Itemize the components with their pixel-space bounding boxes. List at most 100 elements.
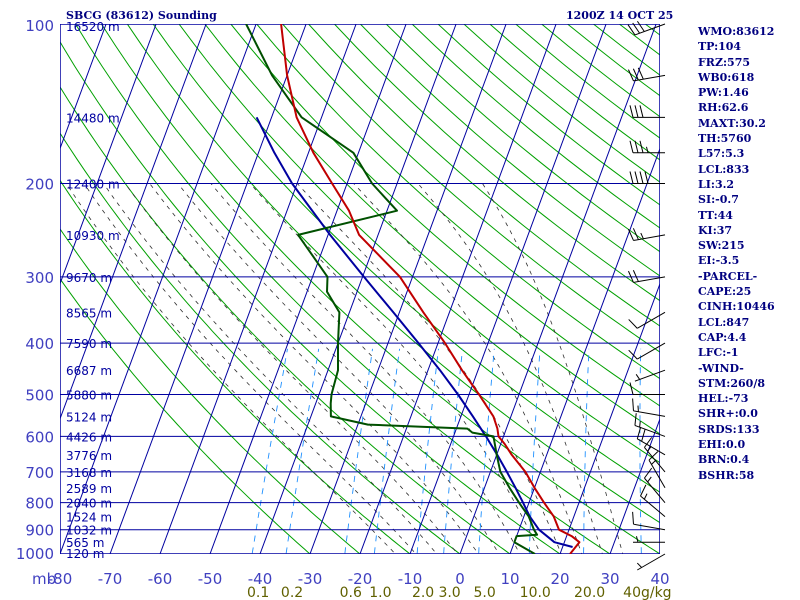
sounding-parameter: CAP:4.4 [698,330,747,344]
wind-barb [627,270,666,283]
wind-barb [644,467,666,503]
sounding-parameter: -WIND- [698,361,744,375]
wind-barb [629,140,665,154]
height-label: 7590 m [66,337,112,351]
wind-barb [636,426,666,456]
pressure-tick-label: 700 [25,464,54,482]
sounding-parameter: WMO:83612 [698,25,775,38]
moist-adiabat [103,183,438,554]
sounding-title: SBCG (83612) Sounding [66,9,217,22]
sounding-parameter: KI:37 [698,223,733,237]
wind-barb [629,105,665,118]
isotherm-line [609,417,660,554]
isotherm-line [559,282,660,554]
mixing-ratio-label: 0.1 [247,585,269,600]
sounding-parameter: LI:3.2 [698,177,735,191]
height-label: 9670 m [66,271,112,285]
sounding-parameter: EHI:0.0 [698,438,746,452]
moist-adiabat [124,183,458,554]
height-label: 2040 m [66,497,112,511]
temperature-tick-label: 20 [550,570,569,588]
dry-adiabat [60,227,361,554]
mixing-ratio-label: 10.0 [520,585,551,600]
pressure-tick-label: 500 [25,386,54,404]
sounding-parameter: TT:44 [698,208,733,222]
temperature-tick-label: -30 [298,570,323,588]
dry-adiabat [334,24,660,302]
plot-frame [60,24,660,554]
moist-adiabat [177,183,500,554]
isotherm-line [159,24,357,554]
temperature-tick-label: 0 [455,570,465,588]
height-label: 120 m [66,547,104,561]
pressure-tick-label: 900 [25,522,54,540]
wind-barb [628,342,666,360]
moist-adiabat [83,183,417,554]
height-label: 5124 m [66,410,112,424]
mixing-ratio-label: 0.2 [281,585,303,600]
temperature-tick-label: -50 [198,570,223,588]
dry-adiabat [282,24,660,353]
temperature-tick-label: -40 [248,570,273,588]
sounding-parameter: TH:5760 [698,132,752,146]
sounding-parameter: FRZ:575 [698,55,751,69]
sounding-parameter: L57:5.3 [698,147,745,161]
dry-adiabat [204,24,660,435]
height-label: 3168 m [66,466,112,480]
mixing-ratio-label: 20.0 [574,585,605,600]
dry-adiabat [126,24,660,524]
moist-adiabat [297,183,562,554]
wind-barb [627,228,666,241]
sounding-parameter: BRN:0.4 [698,453,750,467]
wind-barb [632,398,666,417]
adiabat-lines [60,24,660,554]
mixing-ratio-line [583,348,590,554]
parcel-trace [255,116,573,548]
height-label: 2589 m [66,482,112,496]
pressure-tick-label: 600 [25,428,54,446]
grid-lines [60,24,660,554]
sounding-parameter: PW:1.46 [698,86,749,100]
sounding-parameter: EI:-3.5 [698,254,740,268]
mixing-ratio-line [416,348,439,554]
dry-adiabat [359,24,660,277]
sounding-parameter: LCL:833 [698,162,750,176]
moist-adiabat [210,183,521,554]
sounding-parameter: CINH:10446 [698,300,775,314]
height-label: 6687 m [66,364,112,378]
isotherm-line [409,24,607,554]
sounding-parameter: CAPE:25 [698,285,752,299]
mixing-ratio-line [639,348,642,554]
wind-barb [629,382,665,395]
mixing-ratio-line [443,348,464,554]
pressure-tick-label: 100 [25,17,54,35]
temperature-tick-label: -20 [348,570,373,588]
sounding-parameter: SI:-0.7 [698,193,739,207]
sounding-parameter: LCL:847 [698,315,750,329]
moist-adiabat [482,183,624,554]
wind-barb [634,369,666,382]
isotherm-line [60,24,257,554]
temperature-tick-label: 10 [500,570,519,588]
wind-barb [629,171,665,185]
isotherm-line [60,24,207,421]
height-label: 16520 m [66,20,120,34]
height-label: 1032 m [66,524,112,538]
isotherm-line [209,24,407,554]
dry-adiabat [60,40,561,554]
sounding-parameter: -PARCEL- [698,269,758,283]
mixing-ratio-label: 3.0 [438,585,460,600]
mixing-ratio-line [285,348,320,554]
mixing-ratio-label: 5.0 [473,585,495,600]
sounding-parameter: MAXT:30.2 [698,116,766,130]
dry-adiabat [60,86,511,554]
isotherm-line [509,147,660,554]
sounding-parameter: STM:260/8 [698,376,765,390]
dry-adiabat [385,24,660,253]
temperature-tick-label: -60 [148,570,173,588]
mixing-ratio-label: 0.6 [340,585,362,600]
pressure-tick-label: 400 [25,335,54,353]
height-label: 8565 m [66,306,112,320]
mixing-ratio-line [344,348,373,554]
